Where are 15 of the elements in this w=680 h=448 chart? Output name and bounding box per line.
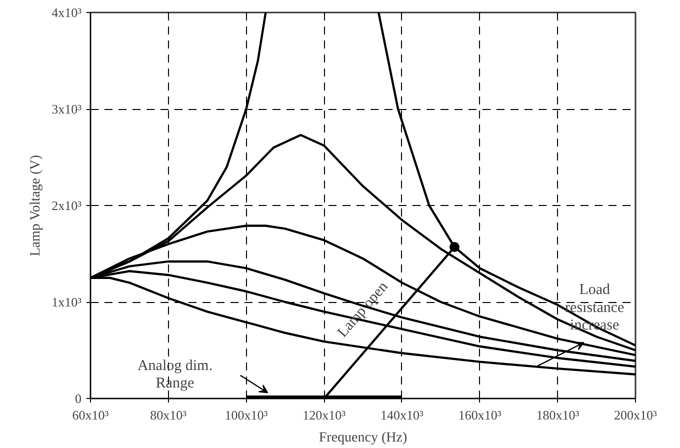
y-tick-label: 4x10³ — [52, 5, 82, 20]
y-tick-label: 0 — [75, 391, 82, 406]
x-tick-label: 80x10³ — [150, 408, 187, 422]
x-tick-label: 200x10³ — [614, 408, 658, 422]
x-tick-label: 160x10³ — [458, 408, 502, 422]
y-axis-title: Lamp Voltage (V) — [28, 154, 44, 256]
y-tick-label: 1x10³ — [52, 294, 82, 310]
y-tick-label: 3x10³ — [52, 102, 82, 116]
x-tick-label: 60x10³ — [72, 408, 109, 422]
x-tick-label: 180x10³ — [536, 408, 580, 422]
x-tick-label: 120x10³ — [302, 408, 346, 422]
x-tick-label: 140x10³ — [380, 408, 424, 422]
y-tick-label: 2x10³ — [52, 198, 82, 213]
x-axis-title: Frequency (Hz) — [318, 430, 408, 446]
x-tick-label: 100x10³ — [224, 408, 268, 422]
